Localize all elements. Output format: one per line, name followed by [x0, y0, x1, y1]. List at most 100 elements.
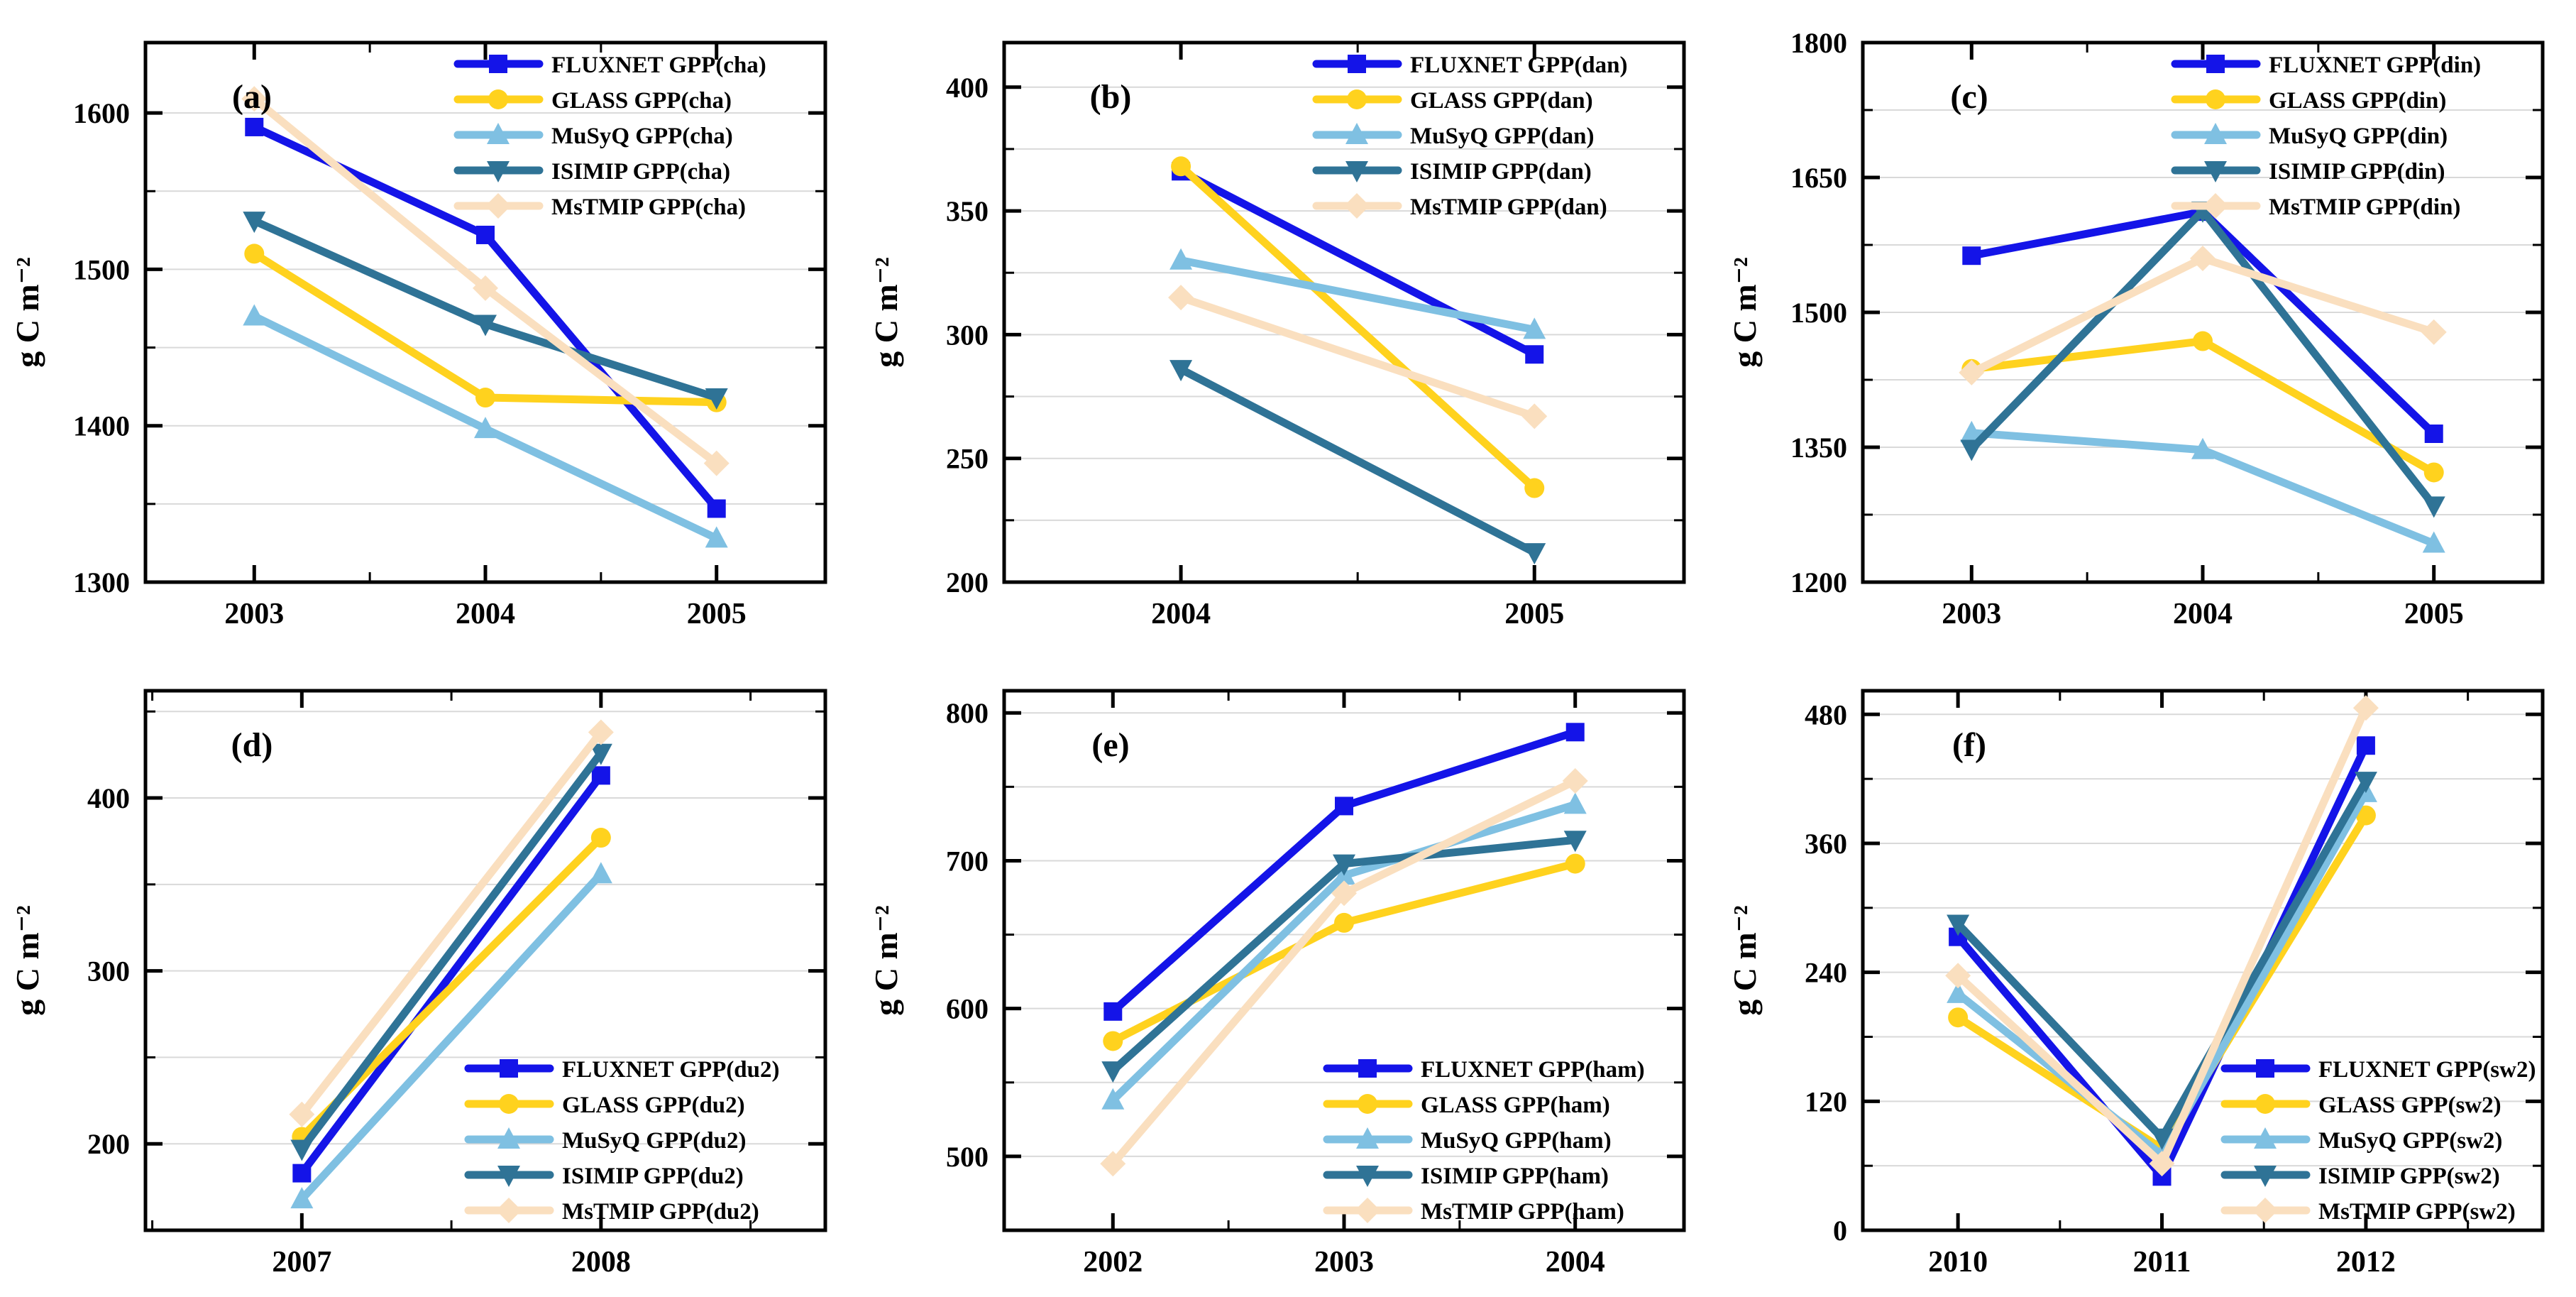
panel-letter: (b) [1090, 78, 1132, 116]
legend-label: GLASS GPP(du2) [562, 1093, 745, 1118]
series-line-mstmip [1954, 704, 2370, 1168]
legend-label: GLASS GPP(din) [2269, 88, 2446, 114]
mstmip-marker [703, 450, 730, 476]
series-lines [1945, 695, 2379, 1186]
isimip-marker [474, 314, 497, 336]
series-line-isimip [297, 749, 605, 1154]
mstmip-legend-marker [2252, 1198, 2278, 1223]
musyq-legend-marker [487, 123, 510, 144]
legend-label: ISIMIP GPP(du2) [562, 1164, 744, 1189]
legend-label: MsTMIP GPP(du2) [562, 1199, 759, 1225]
mstmip-marker [1521, 403, 1548, 429]
y-tick-label: 480 [1805, 699, 1847, 730]
legend: FLUXNET GPP(cha) GLASS GPP(cha) MuSyQ GPP(… [453, 53, 766, 220]
musyq-marker [1947, 981, 1970, 1003]
panel-letter: (d) [231, 726, 273, 764]
legend-item-musyq: MuSyQ GPP(sw2) [2220, 1127, 2502, 1154]
legend-label: ISIMIP GPP(dan) [1410, 159, 1592, 185]
x-tick-label: 2005 [687, 598, 747, 630]
y-tick-label: 300 [87, 956, 130, 987]
legend-item-mstmip: MsTMIP GPP(dan) [1312, 193, 1607, 220]
panel-a-cha: 1300 1400 1500 1600 2003 2004 2005 FLUXNET GPP(… [0, 0, 859, 648]
fluxnet-legend-marker [1358, 1059, 1377, 1078]
fluxnet-legend-marker [1348, 55, 1366, 73]
panel-b-chart: 200 250 300 350 400 2004 2005 FLUXNET GPP(dan) G… [868, 40, 1686, 630]
musyq-marker [290, 1187, 314, 1209]
glass-marker [1524, 478, 1545, 498]
isimip-legend-marker [2204, 161, 2227, 182]
y-tick-label: 700 [946, 845, 989, 877]
panel-e-chart: 500 600 700 800 2002 2003 2004 FLUXNET GPP(ham)… [868, 689, 1686, 1279]
legend-label: ISIMIP GPP(din) [2269, 159, 2445, 185]
legend-item-fluxnet: FLUXNET GPP(ham) [1323, 1057, 1645, 1083]
isimip-legend-marker [497, 1166, 520, 1187]
legend-item-isimip: ISIMIP GPP(cha) [453, 159, 730, 185]
y-tick-label: 1650 [1790, 162, 1847, 194]
legend-label: MuSyQ GPP(du2) [562, 1128, 746, 1154]
fluxnet-marker [591, 766, 610, 785]
legend-label: FLUXNET GPP(dan) [1410, 53, 1628, 78]
legend: FLUXNET GPP(du2) GLASS GPP(du2) MuSyQ GPP(… [464, 1057, 780, 1225]
musyq-marker [1169, 248, 1193, 270]
y-tick-label: 200 [87, 1128, 130, 1160]
y-tick-label: 240 [1805, 957, 1847, 989]
legend-label: MsTMIP GPP(ham) [1421, 1199, 1624, 1225]
isimip-marker [1563, 831, 1587, 853]
y-tick-label: 120 [1805, 1085, 1847, 1117]
x-tick-label: 2004 [1546, 1246, 1605, 1279]
legend-item-fluxnet: FLUXNET GPP(sw2) [2220, 1057, 2536, 1083]
isimip-legend-marker [487, 161, 510, 182]
legend-item-fluxnet: FLUXNET GPP(du2) [464, 1057, 780, 1083]
axes: 0 120 240 360 480 2010 2011 2012 [1805, 689, 2545, 1279]
legend-item-glass: GLASS GPP(cha) [453, 88, 732, 114]
isimip-marker [1333, 854, 1355, 876]
glass-marker [1334, 912, 1354, 933]
series-line-fluxnet [1177, 167, 1539, 359]
legend-label: MsTMIP GPP(cha) [551, 195, 746, 220]
legend-item-musyq: MuSyQ GPP(du2) [464, 1127, 746, 1154]
legend-item-isimip: ISIMIP GPP(sw2) [2220, 1164, 2500, 1189]
y-axis-label: g C m⁻² [9, 905, 45, 1016]
musyq-marker [1101, 1088, 1125, 1110]
series-lines [241, 86, 730, 548]
isimip-marker [2150, 1128, 2174, 1150]
x-tick-label: 2003 [224, 598, 284, 630]
glass-marker [244, 243, 265, 264]
legend-item-mstmip: MsTMIP GPP(din) [2171, 193, 2460, 220]
fluxnet-legend-marker [2256, 1059, 2274, 1078]
panel-letter: (c) [1950, 78, 1988, 116]
glass-legend-marker [2206, 89, 2225, 109]
legend-item-musyq: MuSyQ GPP(din) [2171, 123, 2448, 149]
fluxnet-marker [292, 1164, 312, 1183]
y-tick-label: 800 [946, 697, 989, 729]
series-line-glass [1177, 162, 1539, 493]
y-axis-label: g C m⁻² [868, 257, 904, 368]
y-tick-label: 1350 [1790, 432, 1847, 464]
glass-marker [2423, 462, 2444, 483]
musyq-legend-marker [2204, 123, 2227, 144]
legend-item-fluxnet: FLUXNET GPP(din) [2171, 53, 2481, 78]
legend-item-mstmip: MsTMIP GPP(du2) [464, 1198, 759, 1225]
y-tick-label: 1500 [73, 253, 130, 285]
mstmip-marker [2149, 1151, 2175, 1177]
fluxnet-marker [1962, 246, 1981, 266]
isimip-marker [290, 1139, 314, 1161]
legend-label: FLUXNET GPP(cha) [551, 53, 766, 78]
y-tick-label: 400 [946, 72, 989, 104]
musyq-marker [474, 417, 497, 439]
series-lines [1100, 723, 1588, 1177]
glass-marker [1103, 1031, 1123, 1051]
isimip-marker [1960, 439, 1983, 461]
legend-item-isimip: ISIMIP GPP(din) [2171, 159, 2445, 185]
fluxnet-marker [245, 117, 264, 136]
glass-legend-marker [488, 89, 508, 109]
isimip-marker [1169, 360, 1193, 382]
legend-item-glass: GLASS GPP(sw2) [2220, 1093, 2501, 1118]
musyq-legend-marker [2254, 1127, 2277, 1149]
legend-item-mstmip: MsTMIP GPP(cha) [453, 193, 746, 220]
y-axis-label: g C m⁻² [868, 905, 904, 1016]
legend-label: FLUXNET GPP(du2) [562, 1057, 780, 1083]
legend-item-glass: GLASS GPP(dan) [1312, 88, 1593, 114]
legend-item-isimip: ISIMIP GPP(dan) [1312, 159, 1592, 185]
